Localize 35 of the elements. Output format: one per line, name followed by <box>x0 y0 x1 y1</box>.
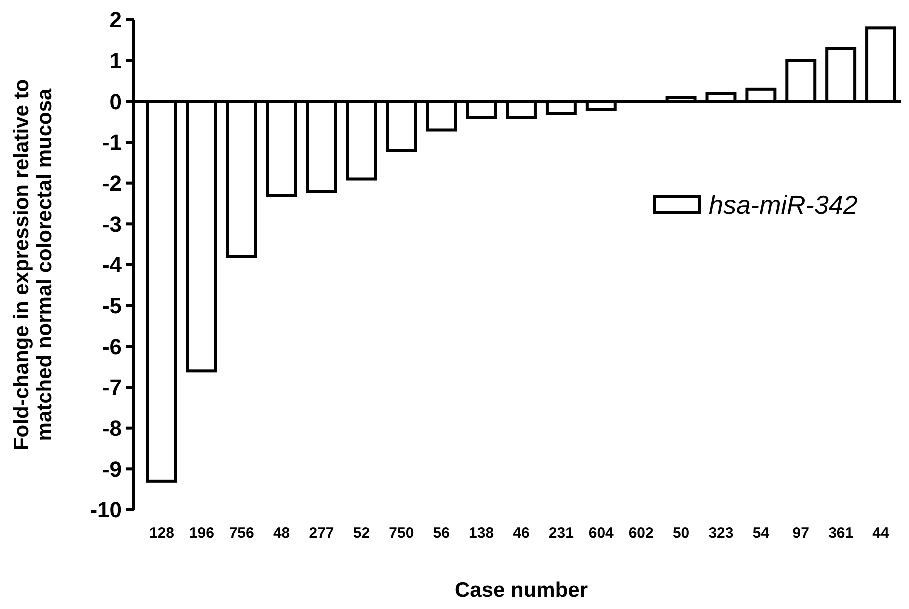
y-tick-label: 0 <box>110 89 122 114</box>
x-tick-label: 604 <box>588 525 615 542</box>
x-tick-label: 231 <box>548 525 574 542</box>
y-tick-label: -7 <box>102 375 122 400</box>
y-tick-label: 2 <box>110 8 122 33</box>
y-axis-title: Fold-change in expression relative to matched normal colorectal mucosa <box>10 79 57 451</box>
y-tick-label: -9 <box>102 456 122 482</box>
x-tick-label: 361 <box>828 525 854 542</box>
y-tick-label: -6 <box>102 334 122 360</box>
x-tick-label: 46 <box>513 525 530 542</box>
x-tick-label: 128 <box>149 525 174 542</box>
legend-label: hsa-miR-342 <box>709 190 858 220</box>
y-tick-label: -2 <box>102 171 122 196</box>
x-tick-label: 52 <box>353 525 370 542</box>
y-tick-label: -1 <box>102 130 122 156</box>
y-tick-label: -10 <box>90 498 122 523</box>
x-tick-label: 48 <box>273 525 290 542</box>
x-tick-label: 97 <box>792 525 810 542</box>
x-tick-label: 138 <box>469 525 494 542</box>
x-tick-label: 56 <box>433 525 450 542</box>
x-tick-label: 323 <box>708 525 734 542</box>
x-tick-label: 54 <box>752 525 770 542</box>
y-tick-label: -5 <box>102 294 122 319</box>
y-tick-label: -3 <box>102 212 122 237</box>
y-tick-label: -4 <box>102 252 123 278</box>
y-tick-label: 1 <box>110 48 122 74</box>
x-tick-label: 44 <box>872 525 890 542</box>
x-tick-label: 50 <box>672 525 690 542</box>
x-tick-label: 277 <box>309 525 334 542</box>
x-tick-label: 756 <box>229 525 254 542</box>
x-tick-label: 602 <box>628 525 654 542</box>
x-tick-label: 196 <box>189 525 214 542</box>
x-tick-label: 750 <box>389 525 414 542</box>
y-tick-label: -8 <box>102 416 122 442</box>
x-axis-title: Case number <box>454 579 588 602</box>
